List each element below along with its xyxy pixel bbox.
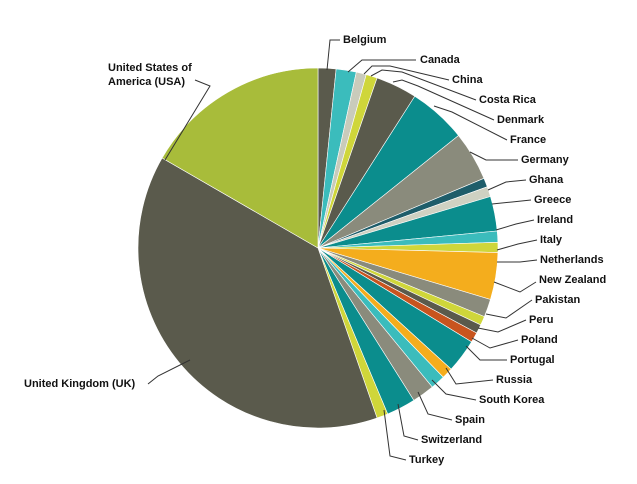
- leader-line: [326, 39, 340, 71]
- leader-line: [431, 379, 477, 401]
- leader-line: [392, 79, 495, 121]
- leader-lines: [147, 39, 538, 461]
- leader-line: [477, 319, 527, 333]
- label-switzerland: Switzerland: [421, 434, 482, 446]
- label-spain: Spain: [455, 414, 485, 426]
- pie-slices: [137, 67, 499, 429]
- label-south-korea: South Korea: [479, 394, 545, 406]
- label-peru: Peru: [529, 314, 553, 326]
- leader-line: [397, 403, 419, 441]
- label-pakistan: Pakistan: [535, 294, 581, 306]
- label-united-kingdom: United Kingdom (UK): [24, 378, 136, 390]
- label-greece: Greece: [534, 194, 571, 206]
- leader-line: [493, 281, 537, 293]
- pie-slice-united-states-of-america-usa: [161, 67, 319, 249]
- label-belgium: Belgium: [343, 34, 387, 46]
- leader-line: [465, 345, 507, 361]
- label-usa-line2: America (USA): [108, 76, 185, 88]
- leader-line: [347, 59, 416, 73]
- leader-line: [370, 69, 477, 101]
- label-canada: Canada: [420, 54, 461, 66]
- leader-line: [383, 409, 407, 461]
- leader-line: [147, 359, 191, 385]
- label-portugal: Portugal: [510, 354, 555, 366]
- leader-line: [497, 259, 538, 263]
- label-ghana: Ghana: [529, 174, 564, 186]
- label-china: China: [452, 74, 483, 86]
- leader-line: [164, 79, 211, 161]
- leader-line: [433, 105, 508, 141]
- leader-line: [363, 65, 450, 81]
- label-germany: Germany: [521, 154, 570, 166]
- label-italy: Italy: [540, 234, 563, 246]
- leader-line: [471, 337, 519, 349]
- leader-line: [495, 219, 535, 231]
- leader-line: [487, 179, 527, 191]
- label-netherlands: Netherlands: [540, 254, 604, 266]
- label-ireland: Ireland: [537, 214, 573, 226]
- leader-line: [496, 239, 538, 251]
- pie-slice-united-kingdom-uk: [137, 157, 378, 429]
- label-denmark: Denmark: [497, 114, 545, 126]
- label-poland: Poland: [521, 334, 558, 346]
- label-usa-line1: United States of: [108, 62, 192, 74]
- label-turkey: Turkey: [409, 454, 445, 466]
- label-costa-rica: Costa Rica: [479, 94, 537, 106]
- label-france: France: [510, 134, 546, 146]
- leader-line: [491, 199, 532, 205]
- label-russia: Russia: [496, 374, 533, 386]
- leader-line: [445, 367, 494, 385]
- label-new-zealand: New Zealand: [539, 274, 606, 286]
- leader-line: [417, 391, 453, 421]
- leader-line: [485, 299, 533, 319]
- leader-line: [469, 151, 518, 161]
